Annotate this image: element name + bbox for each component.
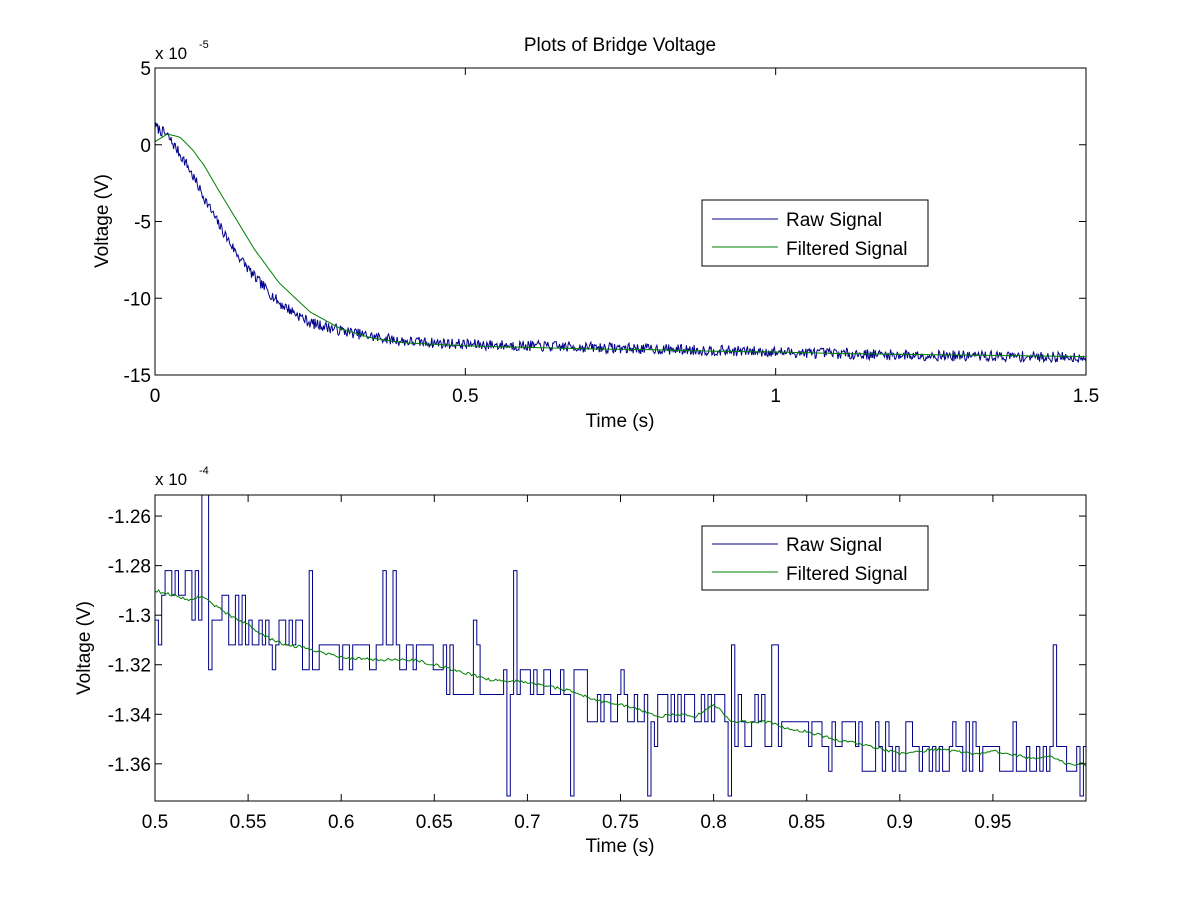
filtered-signal-line <box>155 133 1086 358</box>
top-legend-filtered-label: Filtered Signal <box>786 239 907 260</box>
x-tick-label: 0.8 <box>700 812 726 833</box>
raw-signal-line <box>155 122 1086 364</box>
x-tick-label: 0.6 <box>328 812 354 833</box>
top-plot-lines <box>155 122 1086 364</box>
x-tick-label: 1 <box>770 386 781 407</box>
top-plot-x-label: Time (s) <box>586 411 655 432</box>
top-plot: Plots of Bridge Voltage 0 0.5 1 1.5 5 0 -5 -10… <box>92 35 1099 432</box>
y-tick-label: -1.34 <box>108 705 152 726</box>
bottom-legend-filtered-label: Filtered Signal <box>786 564 907 585</box>
y-tick-label: 5 <box>140 59 151 80</box>
bottom-plot-exponent-base: x 10 <box>155 470 187 489</box>
top-plot-exponent-base: x 10 <box>155 44 187 63</box>
top-plot-y-label: Voltage (V) <box>92 174 113 268</box>
top-legend-box <box>701 199 929 267</box>
top-legend-raw-label: Raw Signal <box>786 210 882 231</box>
x-tick-label: 1.5 <box>1073 386 1099 407</box>
x-tick-label: 0 <box>150 386 161 407</box>
bottom-legend-raw-label: Raw Signal <box>786 535 882 556</box>
x-tick-label: 0.95 <box>974 812 1011 833</box>
bottom-plot-x-ticks: 0.5 0.55 0.6 0.65 0.7 0.75 0.8 0.85 0.9 0.95 <box>142 495 1011 833</box>
x-tick-label: 0.85 <box>788 812 825 833</box>
y-tick-label: -1.32 <box>108 656 151 677</box>
bottom-plot-y-ticks: -1.26 -1.28 -1.3 -1.32 -1.34 -1.36 <box>108 507 1086 776</box>
x-tick-label: 0.55 <box>230 812 267 833</box>
y-tick-label: -1.26 <box>108 507 151 528</box>
y-tick-label: -1.36 <box>108 755 151 776</box>
top-plot-x-ticks: 0 0.5 1 1.5 <box>150 68 1099 407</box>
bottom-plot-legend: Raw Signal Filtered Signal <box>701 525 929 591</box>
x-tick-label: 0.65 <box>416 812 453 833</box>
bottom-plot: 0.5 0.55 0.6 0.65 0.7 0.75 0.8 0.85 0.9 0.95 -1.2… <box>74 465 1087 857</box>
bottom-legend-box <box>701 525 929 591</box>
top-plot-exponent-power: -5 <box>199 39 209 51</box>
bottom-plot-exponent-power: -4 <box>199 465 209 477</box>
top-plot-legend: Raw Signal Filtered Signal <box>701 199 929 267</box>
x-tick-label: 0.5 <box>452 386 478 407</box>
x-tick-label: 0.7 <box>514 812 540 833</box>
y-tick-label: -10 <box>124 289 151 310</box>
y-tick-label: -15 <box>124 366 151 387</box>
y-tick-label: -1.28 <box>108 557 151 578</box>
bottom-plot-y-label: Voltage (V) <box>74 601 95 695</box>
figure-title: Plots of Bridge Voltage <box>524 35 716 56</box>
x-tick-label: 0.9 <box>887 812 913 833</box>
y-tick-label: 0 <box>140 136 151 157</box>
filtered-signal-line <box>155 589 1086 766</box>
y-tick-label: -1.3 <box>118 606 151 627</box>
raw-signal-line <box>155 495 1086 797</box>
bottom-plot-lines <box>155 495 1086 797</box>
y-tick-label: -5 <box>134 213 151 234</box>
x-tick-label: 0.75 <box>602 812 639 833</box>
top-plot-y-ticks: 5 0 -5 -10 -15 <box>124 59 1086 387</box>
bottom-plot-x-label: Time (s) <box>586 836 655 857</box>
x-tick-label: 0.5 <box>142 812 168 833</box>
